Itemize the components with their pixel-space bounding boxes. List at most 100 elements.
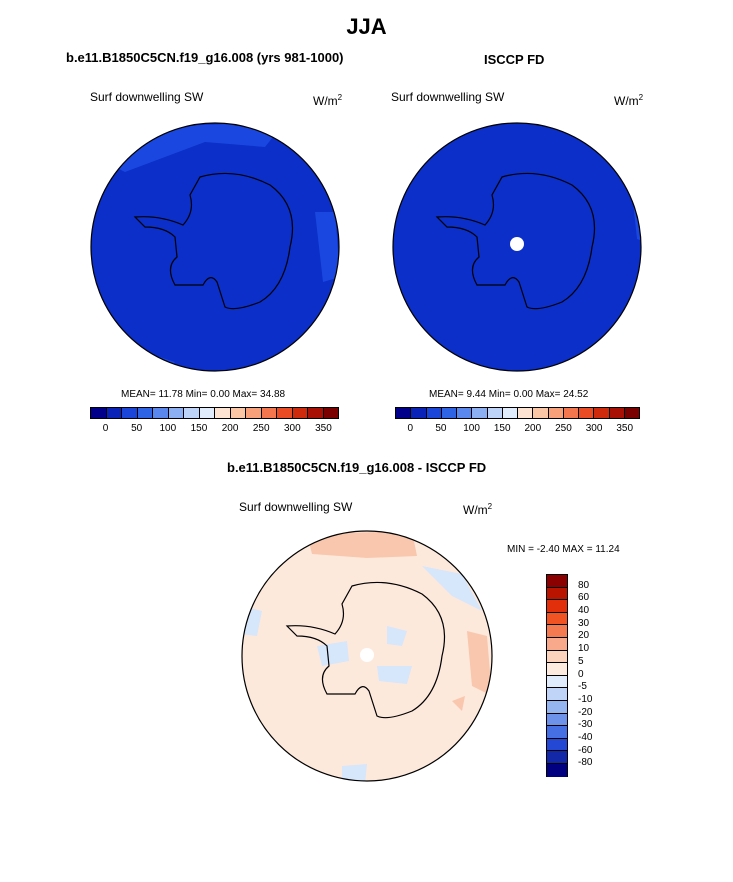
colorbar-tick-label: 80 bbox=[578, 579, 590, 591]
colorbar-swatch bbox=[396, 408, 412, 418]
diff-map-patch-interior-1 bbox=[387, 626, 407, 646]
colorbar-tick-label: -40 bbox=[578, 731, 593, 743]
diff-stats: MIN = -2.40 MAX = 11.24 bbox=[507, 544, 620, 555]
colorbar-tick-label: 40 bbox=[578, 605, 590, 617]
diff-map-patch-southeast bbox=[452, 696, 465, 711]
colorbar-tick-label: 50 bbox=[435, 423, 447, 434]
left-antarctica-outline bbox=[133, 172, 294, 310]
colorbar-tick-label: 100 bbox=[463, 423, 480, 434]
colorbar-swatch bbox=[153, 408, 169, 418]
colorbar-swatch bbox=[106, 408, 122, 418]
colorbar-tick-label: 350 bbox=[616, 423, 634, 434]
colorbar-tick-label: 0 bbox=[407, 423, 414, 434]
colorbar-swatch bbox=[533, 408, 549, 418]
right-variable-label: Surf downwelling SW bbox=[391, 90, 505, 104]
colorbar-tick-label: 150 bbox=[190, 423, 208, 434]
colorbar-swatch bbox=[502, 408, 518, 418]
colorbar-swatch bbox=[518, 408, 534, 418]
colorbar-swatch bbox=[91, 408, 107, 418]
colorbar-swatch bbox=[277, 408, 293, 418]
colorbar-swatch bbox=[457, 408, 473, 418]
colorbar-swatch bbox=[547, 738, 567, 752]
colorbar-tick-label: -20 bbox=[578, 706, 593, 718]
colorbar-swatch bbox=[199, 408, 215, 418]
colorbar-swatch bbox=[472, 408, 488, 418]
left-colorbar bbox=[90, 407, 339, 419]
colorbar-swatch bbox=[547, 713, 567, 727]
colorbar-swatch bbox=[547, 688, 567, 701]
colorbar-tick-label: 200 bbox=[221, 423, 239, 434]
left-map-field bbox=[91, 123, 339, 371]
left-panel-title: b.e11.B1850C5CN.f19_g16.008 (yrs 981-100… bbox=[66, 50, 344, 65]
colorbar-swatch bbox=[547, 600, 567, 613]
colorbar-tick-label: 250 bbox=[252, 423, 270, 434]
colorbar-swatch bbox=[579, 408, 595, 418]
diff-map-patch-interior-2 bbox=[377, 666, 412, 684]
colorbar-tick-label: 250 bbox=[555, 423, 572, 434]
colorbar-tick-label: 60 bbox=[578, 592, 590, 604]
colorbar-swatch bbox=[323, 408, 338, 418]
right-pole-missing-data bbox=[510, 237, 524, 251]
figure-title: JJA bbox=[346, 14, 387, 39]
colorbar-swatch bbox=[122, 408, 138, 418]
colorbar-tick-label: -10 bbox=[578, 693, 593, 705]
colorbar-swatch bbox=[547, 663, 567, 676]
colorbar-swatch bbox=[487, 408, 503, 418]
colorbar-swatch bbox=[547, 700, 567, 714]
colorbar-tick-label: 30 bbox=[578, 617, 590, 629]
colorbar-tick-label: 200 bbox=[524, 423, 542, 434]
colorbar-swatch bbox=[168, 408, 184, 418]
left-units-label: W/m2 bbox=[313, 93, 343, 108]
colorbar-swatch bbox=[230, 408, 246, 418]
diff-antarctica-outline bbox=[285, 581, 446, 719]
diff-polar-map bbox=[241, 530, 493, 782]
colorbar-swatch bbox=[215, 408, 231, 418]
colorbar-swatch bbox=[547, 637, 567, 651]
left-variable-label: Surf downwelling SW bbox=[90, 90, 204, 104]
left-polar-map bbox=[90, 122, 340, 372]
colorbar-tick-label: 5 bbox=[578, 655, 584, 667]
colorbar-tick-label: 0 bbox=[102, 423, 109, 434]
colorbar-swatch bbox=[246, 408, 262, 418]
diff-pole-missing-data bbox=[360, 648, 374, 662]
colorbar-swatch bbox=[609, 408, 625, 418]
colorbar-swatch bbox=[137, 408, 153, 418]
colorbar-tick-label: 300 bbox=[585, 423, 603, 434]
right-stats: MEAN= 9.44 Min= 0.00 Max= 24.52 bbox=[429, 389, 589, 400]
diff-units-label: W/m2 bbox=[463, 502, 493, 517]
colorbar-swatch bbox=[547, 625, 567, 638]
colorbar-tick-label: -30 bbox=[578, 719, 593, 731]
colorbar-tick-label: 300 bbox=[283, 423, 301, 434]
colorbar-swatch bbox=[563, 408, 579, 418]
left-map-border bbox=[90, 122, 340, 372]
right-panel-title: ISCCP FD bbox=[484, 52, 545, 67]
colorbar-swatch bbox=[547, 675, 567, 689]
diff-map-patch-interior-3 bbox=[317, 641, 349, 666]
colorbar-swatch bbox=[547, 726, 567, 739]
colorbar-swatch bbox=[547, 650, 567, 664]
right-map-border bbox=[392, 122, 642, 372]
colorbar-swatch bbox=[547, 575, 567, 588]
diff-variable-label: Surf downwelling SW bbox=[239, 500, 353, 514]
diff-map-patch-north bbox=[307, 531, 417, 558]
colorbar-swatch bbox=[547, 612, 567, 626]
colorbar-swatch bbox=[547, 763, 567, 777]
diff-map-patch-northeast-blue bbox=[422, 566, 482, 611]
colorbar-tick-label: 0 bbox=[578, 668, 584, 680]
colorbar-tick-label: -5 bbox=[578, 681, 587, 693]
right-antarctica-outline bbox=[435, 172, 596, 310]
colorbar-swatch bbox=[548, 408, 564, 418]
diff-colorbar bbox=[546, 574, 568, 777]
colorbar-swatch bbox=[184, 408, 200, 418]
colorbar-tick-label: 50 bbox=[131, 423, 143, 434]
left-map-patch-east bbox=[315, 212, 339, 282]
left-stats: MEAN= 11.78 Min= 0.00 Max= 34.88 bbox=[121, 389, 286, 400]
colorbar-swatch bbox=[594, 408, 610, 418]
colorbar-swatch bbox=[426, 408, 442, 418]
colorbar-swatch bbox=[261, 408, 277, 418]
right-polar-map bbox=[392, 122, 642, 372]
colorbar-swatch bbox=[547, 751, 567, 764]
right-colorbar bbox=[395, 407, 640, 419]
colorbar-tick-label: -80 bbox=[578, 757, 593, 769]
diff-panel-title: b.e11.B1850C5CN.f19_g16.008 - ISCCP FD bbox=[227, 460, 487, 475]
